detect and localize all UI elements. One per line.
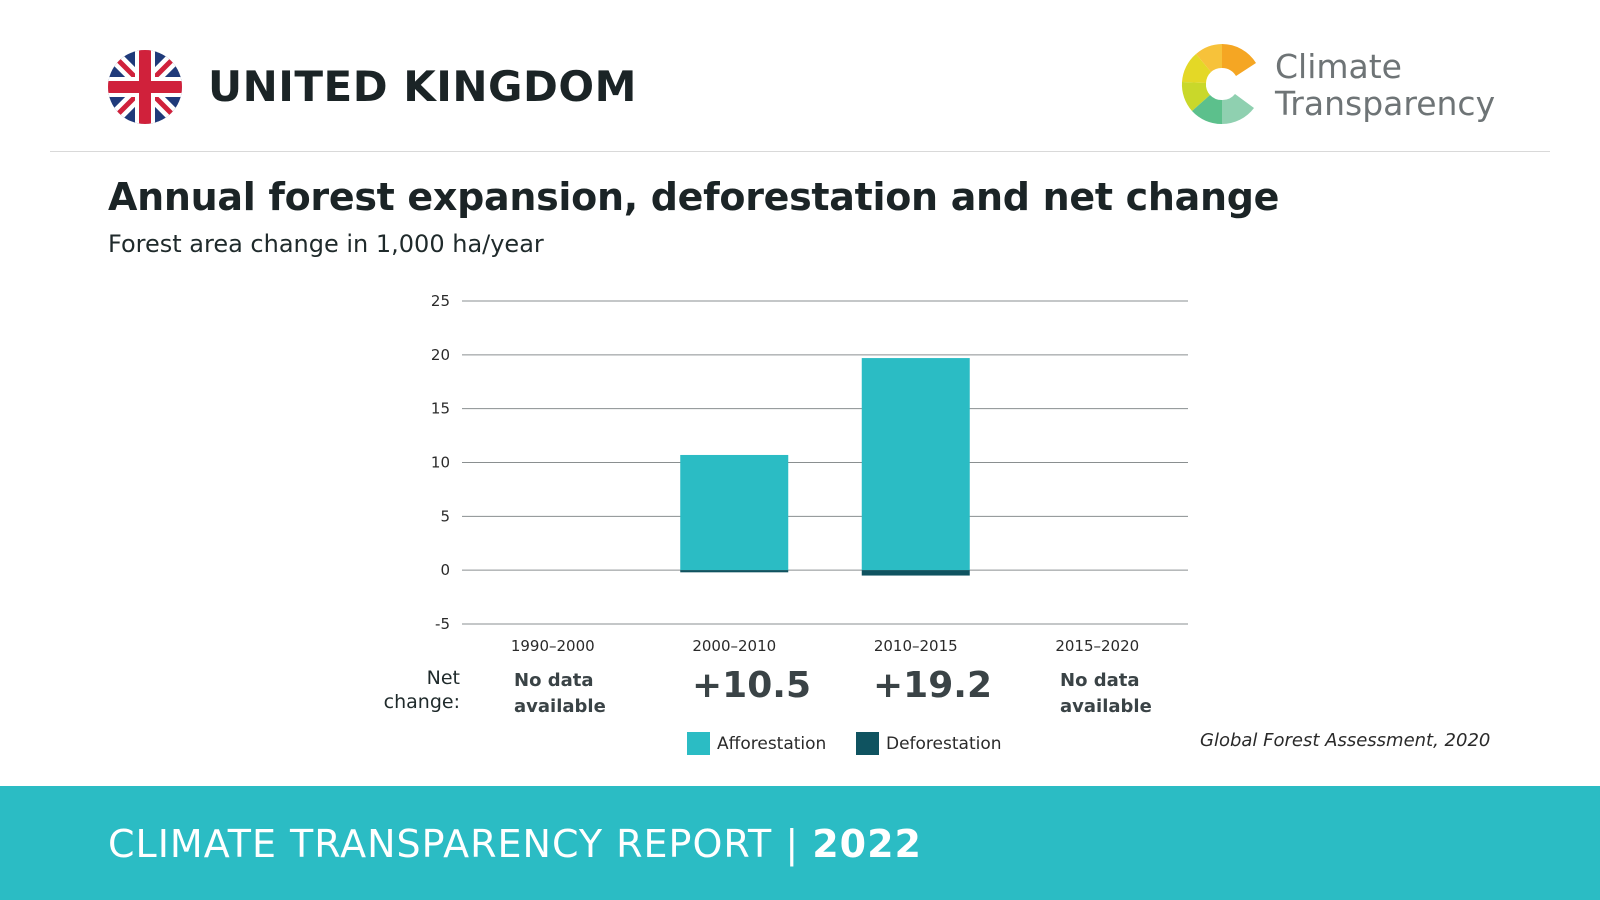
legend-label: Deforestation <box>886 733 1002 754</box>
net-change-label-line-2: change: <box>383 691 460 713</box>
chart-title: Annual forest expansion, deforestation a… <box>108 175 1280 219</box>
footer-title: CLIMATE TRANSPARENCY REPORT | 2022 <box>108 822 922 866</box>
footer-separator: | <box>785 822 800 866</box>
x-category-label: 2015–2020 <box>1055 637 1139 655</box>
net-change-line-2: available <box>514 696 606 717</box>
y-tick-label: -5 <box>435 615 450 633</box>
x-category-label: 2000–2010 <box>692 637 776 655</box>
logo-line-2: Transparency <box>1275 84 1496 123</box>
y-tick-label: 15 <box>431 400 450 418</box>
net-change-value: +19.2 <box>873 665 992 706</box>
net-change-label: Net change: <box>368 666 460 714</box>
deforestation-swatch <box>856 732 879 755</box>
net-change-line-2: available <box>1060 696 1152 717</box>
footer-banner: CLIMATE TRANSPARENCY REPORT | 2022 <box>0 786 1600 900</box>
y-tick-label: 20 <box>431 346 450 364</box>
deforestation-bar <box>861 570 970 576</box>
y-tick-label: 5 <box>440 507 450 525</box>
afforestation-bar <box>861 358 970 571</box>
y-tick-label: 25 <box>431 292 450 310</box>
x-category-label: 1990–2000 <box>511 637 595 655</box>
net-change-line-1: No data <box>514 670 594 691</box>
legend-label: Afforestation <box>717 733 827 754</box>
afforestation-swatch <box>687 732 710 755</box>
net-change-value: No data available <box>1060 668 1152 720</box>
header-divider <box>50 151 1550 152</box>
legend-afforestation: Afforestation <box>687 732 826 755</box>
legend-deforestation: Deforestation <box>856 732 1002 755</box>
footer-year: 2022 <box>812 822 922 866</box>
source-note: Global Forest Assessment, 2020 <box>1200 730 1491 751</box>
net-change-value: +10.5 <box>692 665 811 706</box>
logo-line-1: Climate <box>1275 47 1402 86</box>
net-change-label-line-1: Net <box>426 667 460 689</box>
y-tick-label: 0 <box>440 561 450 579</box>
afforestation-bar <box>680 454 789 571</box>
header: UNITED KINGDOM Climate Transparency <box>0 0 1600 152</box>
net-change-line-1: No data <box>1060 670 1140 691</box>
y-tick-label: 10 <box>431 454 450 472</box>
chart-subtitle: Forest area change in 1,000 ha/year <box>108 230 544 258</box>
uk-flag-icon <box>108 50 182 124</box>
deforestation-bar <box>680 570 789 573</box>
footer-report: CLIMATE TRANSPARENCY REPORT <box>108 822 773 866</box>
country-title: UNITED KINGDOM <box>208 62 637 111</box>
climate-transparency-logo-icon <box>1181 44 1256 125</box>
x-category-label: 2010–2015 <box>874 637 958 655</box>
net-change-value: No data available <box>514 668 606 720</box>
logo-wordmark: Climate Transparency <box>1275 48 1495 122</box>
